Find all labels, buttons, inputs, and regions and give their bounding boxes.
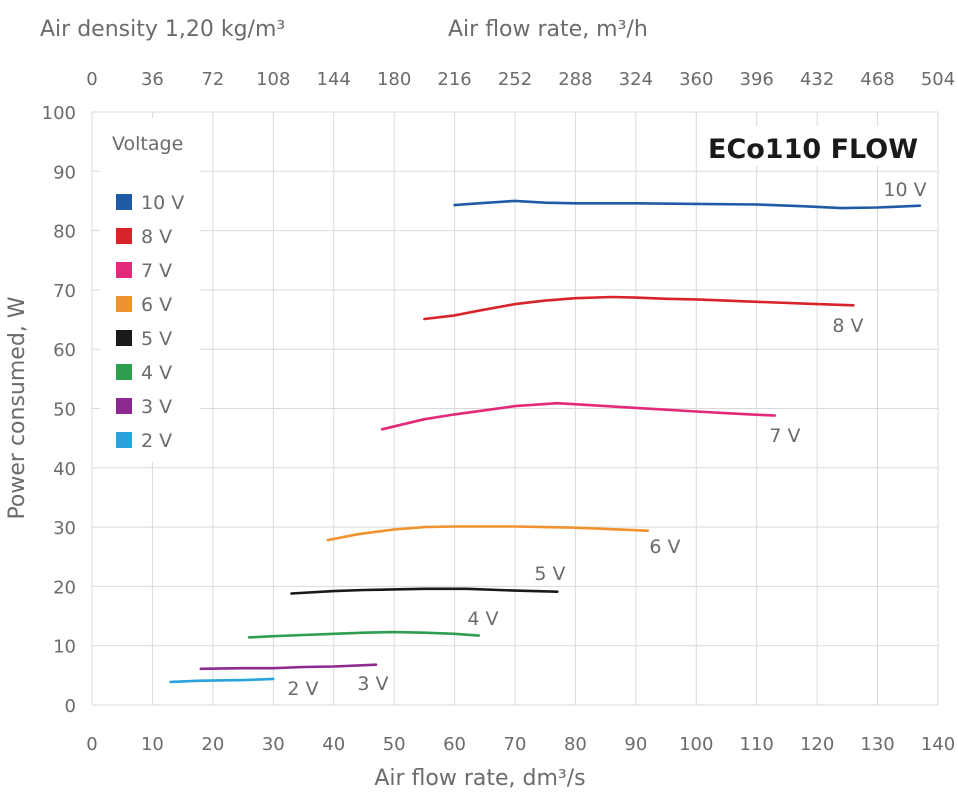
legend-swatch xyxy=(116,194,132,210)
x-tick-label: 60 xyxy=(443,734,466,755)
legend-label: 7 V xyxy=(141,260,172,282)
series-line-5v xyxy=(290,587,559,595)
x-tick-label: 100 xyxy=(679,734,713,755)
x-tick-label: 30 xyxy=(262,734,285,755)
y-tick-label: 30 xyxy=(53,518,76,539)
x2-tick-label: 180 xyxy=(377,69,411,90)
legend-label: 8 V xyxy=(141,226,172,248)
x2-tick-label: 504 xyxy=(921,69,955,90)
y-tick-label: 10 xyxy=(53,637,76,658)
y-tick-label: 40 xyxy=(53,459,76,480)
tick-labels: 0010362072301084014450180602167025280288… xyxy=(42,69,956,755)
legend-swatch xyxy=(116,296,132,312)
legend-swatch xyxy=(116,364,132,380)
x2-tick-label: 144 xyxy=(317,69,351,90)
x-tick-label: 20 xyxy=(201,734,224,755)
chart-title: ECo110 FLOW xyxy=(708,134,918,165)
x2-tick-label: 108 xyxy=(256,69,290,90)
y-tick-label: 70 xyxy=(53,281,76,302)
x2-tick-label: 324 xyxy=(619,69,653,90)
x2-tick-label: 72 xyxy=(201,69,224,90)
x-tick-label: 10 xyxy=(141,734,164,755)
x-tick-label: 70 xyxy=(504,734,527,755)
legend-swatch xyxy=(116,228,132,244)
air-density-label: Air density 1,20 kg/m³ xyxy=(40,17,285,42)
series-label-3v: 3 V xyxy=(357,673,388,695)
series-label-8v: 8 V xyxy=(832,315,863,337)
series-line-6v xyxy=(326,525,650,542)
x-tick-label: 130 xyxy=(860,734,894,755)
x2-tick-label: 252 xyxy=(498,69,532,90)
x2-tick-label: 360 xyxy=(679,69,713,90)
x-tick-label: 110 xyxy=(740,734,774,755)
series-lines xyxy=(169,199,922,684)
x2-tick-label: 0 xyxy=(86,69,97,90)
series-label-4v: 4 V xyxy=(467,608,498,630)
x2-tick-label: 36 xyxy=(141,69,164,90)
y-tick-label: 100 xyxy=(42,103,76,124)
legend-swatch xyxy=(116,262,132,278)
series-label-7v: 7 V xyxy=(769,425,800,447)
y-tick-label: 0 xyxy=(65,696,76,717)
x-axis-title: Air flow rate, dm³/s xyxy=(374,766,585,791)
y-tick-label: 60 xyxy=(53,340,76,361)
title-background xyxy=(704,126,922,166)
series-line-3v xyxy=(199,663,378,671)
series-line-4v xyxy=(247,630,480,639)
legend-title: Voltage xyxy=(112,133,183,155)
legend-swatch xyxy=(116,330,132,346)
series-line-10v xyxy=(453,199,922,210)
legend-swatch xyxy=(116,398,132,414)
y-tick-label: 20 xyxy=(53,577,76,598)
x2-tick-label: 288 xyxy=(558,69,592,90)
x2-tick-label: 432 xyxy=(800,69,834,90)
x-tick-label: 140 xyxy=(921,734,955,755)
legend-label: 3 V xyxy=(141,396,172,418)
y-tick-label: 90 xyxy=(53,162,76,183)
x-tick-label: 80 xyxy=(564,734,587,755)
series-labels: 10 V 8 V 7 V 6 V 5 V 4 V 3 V 2 V xyxy=(287,179,926,700)
x-tick-label: 120 xyxy=(800,734,834,755)
legend-label: 10 V xyxy=(141,192,184,214)
series-label-2v: 2 V xyxy=(287,678,318,700)
x-tick-label: 90 xyxy=(624,734,647,755)
legend-label: 2 V xyxy=(141,430,172,452)
x2-tick-label: 396 xyxy=(740,69,774,90)
series-line-8v xyxy=(423,295,855,321)
y-tick-label: 50 xyxy=(53,400,76,421)
x2-tick-label: 468 xyxy=(860,69,894,90)
x-tick-label: 50 xyxy=(383,734,406,755)
legend-label: 4 V xyxy=(141,362,172,384)
x-tick-label: 0 xyxy=(86,734,97,755)
x-tick-label: 40 xyxy=(322,734,345,755)
series-label-10v: 10 V xyxy=(883,179,926,201)
y-axis-title: Power consumed, W xyxy=(5,296,30,519)
series-label-5v: 5 V xyxy=(534,563,565,585)
legend-label: 6 V xyxy=(141,294,172,316)
series-label-6v: 6 V xyxy=(649,536,680,558)
top-x-axis-title: Air flow rate, m³/h xyxy=(448,17,648,42)
legend: 10 V 8 V 7 V 6 V 5 V 4 V 3 V 2 V xyxy=(116,192,184,452)
legend-label: 5 V xyxy=(141,328,172,350)
x2-tick-label: 216 xyxy=(437,69,471,90)
grid xyxy=(91,111,939,706)
legend-swatch xyxy=(116,432,132,448)
series-line-2v xyxy=(169,677,275,684)
y-tick-label: 80 xyxy=(53,222,76,243)
series-line-7v xyxy=(380,401,777,431)
